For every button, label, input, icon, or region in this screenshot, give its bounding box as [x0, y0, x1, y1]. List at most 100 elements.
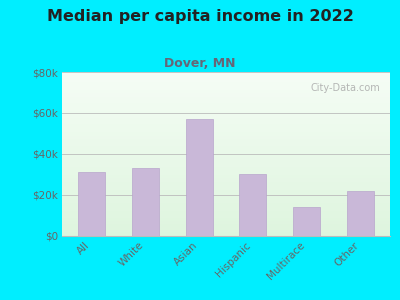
- Bar: [62, 82, 390, 83]
- Bar: [62, 97, 390, 98]
- Bar: [62, 180, 390, 182]
- Text: Median per capita income in 2022: Median per capita income in 2022: [46, 9, 354, 24]
- Bar: [62, 98, 390, 100]
- Bar: [62, 188, 390, 190]
- Bar: [62, 141, 390, 142]
- Bar: [62, 137, 390, 139]
- Bar: [62, 110, 390, 111]
- Bar: [62, 93, 390, 95]
- Bar: [62, 160, 390, 162]
- Bar: [62, 147, 390, 149]
- Bar: [62, 92, 390, 93]
- Bar: [62, 146, 390, 147]
- Bar: [62, 151, 390, 152]
- Bar: [62, 170, 390, 172]
- Bar: [62, 216, 390, 218]
- Bar: [62, 124, 390, 126]
- Bar: [62, 116, 390, 118]
- Bar: [62, 172, 390, 173]
- Bar: [62, 139, 390, 141]
- Bar: [62, 177, 390, 178]
- Bar: [62, 155, 390, 157]
- Bar: [62, 108, 390, 110]
- Bar: [62, 209, 390, 211]
- Bar: [62, 72, 390, 74]
- Bar: [62, 175, 390, 177]
- Bar: [293, 207, 320, 236]
- Bar: [62, 85, 390, 87]
- Bar: [62, 144, 390, 146]
- Bar: [62, 185, 390, 186]
- Bar: [62, 149, 390, 151]
- Bar: [62, 211, 390, 213]
- Bar: [62, 200, 390, 201]
- Bar: [62, 88, 390, 90]
- Bar: [62, 100, 390, 101]
- Text: Dover, MN: Dover, MN: [164, 57, 236, 70]
- Bar: [62, 183, 390, 185]
- Bar: [62, 231, 390, 232]
- Bar: [62, 118, 390, 119]
- Bar: [62, 227, 390, 229]
- Bar: [62, 222, 390, 224]
- Bar: [62, 234, 390, 236]
- Bar: [62, 214, 390, 216]
- Bar: [62, 131, 390, 133]
- Bar: [62, 208, 390, 209]
- Bar: [62, 159, 390, 160]
- Bar: [62, 178, 390, 180]
- Bar: [62, 173, 390, 175]
- Bar: [62, 126, 390, 128]
- Bar: [62, 79, 390, 80]
- Bar: [62, 74, 390, 75]
- Bar: [132, 168, 159, 236]
- Bar: [62, 193, 390, 195]
- Bar: [62, 195, 390, 196]
- Bar: [62, 103, 390, 105]
- Bar: [62, 75, 390, 77]
- Bar: [62, 128, 390, 129]
- Bar: [62, 219, 390, 221]
- Bar: [62, 90, 390, 92]
- Bar: [62, 154, 390, 155]
- Bar: [62, 101, 390, 103]
- Bar: [62, 232, 390, 234]
- Bar: [62, 115, 390, 116]
- Bar: [62, 123, 390, 124]
- Bar: [62, 164, 390, 165]
- Bar: [62, 190, 390, 191]
- Bar: [62, 229, 390, 231]
- Bar: [62, 201, 390, 203]
- Bar: [62, 105, 390, 106]
- Bar: [62, 119, 390, 121]
- Bar: [62, 83, 390, 85]
- Bar: [62, 169, 390, 170]
- Bar: [62, 136, 390, 137]
- Bar: [62, 221, 390, 222]
- Bar: [78, 172, 105, 236]
- Bar: [62, 224, 390, 226]
- Text: City-Data.com: City-Data.com: [310, 83, 380, 93]
- Bar: [62, 226, 390, 227]
- Bar: [62, 129, 390, 131]
- Bar: [62, 191, 390, 193]
- Bar: [62, 186, 390, 188]
- Bar: [62, 152, 390, 154]
- Bar: [62, 134, 390, 136]
- Bar: [62, 165, 390, 167]
- Bar: [62, 162, 390, 164]
- Bar: [62, 198, 390, 200]
- Bar: [62, 133, 390, 134]
- Bar: [62, 182, 390, 183]
- Bar: [240, 174, 266, 236]
- Bar: [62, 203, 390, 204]
- Bar: [62, 80, 390, 82]
- Bar: [62, 87, 390, 88]
- Bar: [62, 167, 390, 169]
- Bar: [62, 111, 390, 113]
- Bar: [62, 113, 390, 115]
- Bar: [62, 204, 390, 206]
- Bar: [62, 106, 390, 108]
- Bar: [62, 213, 390, 214]
- Bar: [62, 218, 390, 219]
